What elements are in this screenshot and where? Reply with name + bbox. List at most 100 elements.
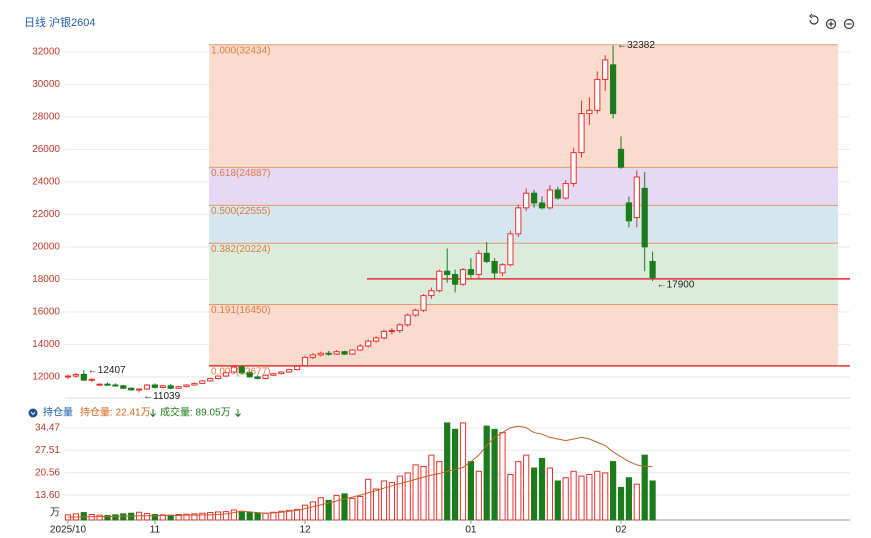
y-tick-label: 22000 <box>32 209 60 220</box>
y-tick-label: 34.47 <box>35 422 60 433</box>
candle-body <box>491 260 498 274</box>
volume-bar <box>538 457 546 521</box>
candle-body <box>120 385 127 389</box>
volume-bar <box>246 511 253 521</box>
chart-title: 日线 沪银2604 <box>24 15 96 29</box>
x-tick-label: 02 <box>615 525 627 536</box>
candle-body <box>64 375 72 378</box>
volume-bar <box>523 454 530 521</box>
candle-body <box>175 386 182 389</box>
volume-bar <box>175 514 182 521</box>
volume-bar <box>507 474 514 521</box>
volume-bar <box>554 480 561 521</box>
volume-bar <box>625 477 632 521</box>
zoom-out-icon[interactable] <box>843 18 855 30</box>
y-tick-label: 32000 <box>32 46 60 57</box>
fib-label: 1.000(32434) <box>211 45 271 56</box>
zoom-in-plus <box>828 21 834 27</box>
x-tick-label: 12 <box>299 525 311 536</box>
volume-bar <box>96 514 103 521</box>
candle-body <box>199 380 206 384</box>
candle-body <box>578 113 585 154</box>
volume-bar <box>531 467 538 521</box>
volume-bar <box>412 464 419 521</box>
y-tick-label: 20000 <box>32 241 60 252</box>
candle-body <box>633 176 640 219</box>
candle-body <box>230 366 238 373</box>
candle-body <box>570 152 577 184</box>
candle-body <box>294 365 301 371</box>
volume-bar <box>428 454 435 521</box>
candle-body <box>96 383 103 386</box>
candle-body <box>262 374 269 379</box>
candle-body <box>341 351 348 355</box>
candle-body <box>586 109 593 115</box>
volume-bar <box>459 422 467 521</box>
candle-body <box>475 252 482 275</box>
open-interest-line <box>68 425 653 518</box>
candle-body <box>349 349 356 355</box>
candle-body <box>444 270 451 275</box>
volume-bar <box>317 497 324 521</box>
volume-bar <box>499 432 506 521</box>
reset-icon[interactable] <box>809 13 819 25</box>
candle-body <box>499 264 506 274</box>
volume-bar <box>341 493 348 521</box>
volume-bar <box>278 510 285 521</box>
fib-band <box>209 243 838 305</box>
y-tick-label: 26000 <box>32 144 60 155</box>
fib-band <box>209 44 838 168</box>
volume-bar <box>143 513 151 521</box>
candle-body <box>254 376 261 379</box>
x-tick-label: 11 <box>150 525 161 536</box>
volume-bar <box>230 509 238 521</box>
candle-body <box>222 372 230 377</box>
candle-body <box>183 384 190 388</box>
vol-down-arrow <box>235 409 241 418</box>
volume-bar <box>286 509 293 521</box>
price-annotation: ←11039 <box>143 391 181 402</box>
candle-body <box>625 202 632 222</box>
candle-body <box>507 233 514 266</box>
y-tick-label: 14000 <box>32 339 60 350</box>
candle-body <box>546 189 553 209</box>
candle-body <box>238 366 245 374</box>
candle-body <box>167 385 174 389</box>
candle-body <box>72 373 80 377</box>
candle-body <box>523 192 530 209</box>
volume-bar <box>325 499 332 521</box>
volume-bar <box>333 494 340 521</box>
x-tick-label: 01 <box>465 525 477 536</box>
volume-bar <box>649 480 656 521</box>
volume-bar <box>309 501 316 521</box>
candle-body <box>191 382 198 386</box>
x-tick-label: 2025/10 <box>50 525 87 536</box>
y-tick-label: 28000 <box>32 111 60 122</box>
volume-bar <box>404 472 411 521</box>
y-tick-label: 16000 <box>32 307 60 318</box>
volume-bar <box>104 514 111 521</box>
volume-bar <box>112 514 119 521</box>
y-tick-label: 18000 <box>32 274 60 285</box>
volume-bar <box>238 510 245 521</box>
candle-body <box>404 314 411 326</box>
candle-body <box>207 377 214 382</box>
legend-icon-arrow <box>30 411 36 416</box>
candle-body <box>136 388 143 391</box>
price-annotation: ←17900 <box>657 280 695 291</box>
candle-body <box>531 192 538 204</box>
y-tick-label: 30000 <box>32 79 60 90</box>
volume-bar <box>373 488 380 521</box>
zoom-in-icon[interactable] <box>825 18 837 30</box>
candle-body <box>80 373 87 381</box>
legend-icon[interactable] <box>28 408 38 418</box>
volume-bar <box>578 475 585 521</box>
volume-bar <box>349 497 356 521</box>
fib-label: 0.382(20224) <box>211 244 271 255</box>
candle-body <box>128 387 135 391</box>
candle-body <box>467 269 474 275</box>
candle-body <box>594 78 601 111</box>
volume-bar <box>420 465 427 521</box>
volume-bar <box>294 508 301 521</box>
y-tick-label: 20.56 <box>35 467 60 478</box>
